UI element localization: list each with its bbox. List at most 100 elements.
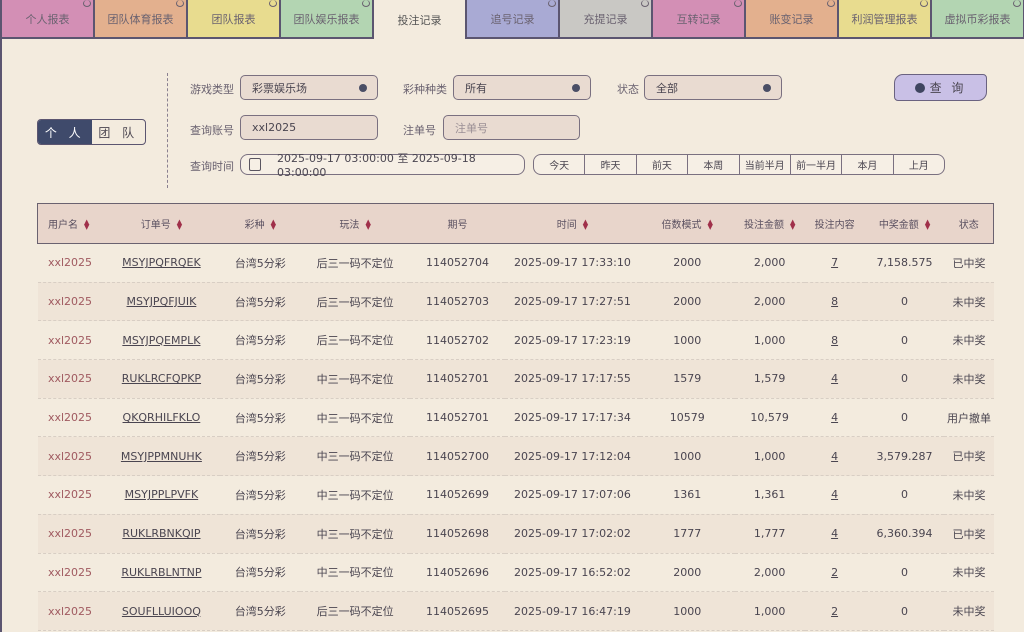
bet-content-link[interactable]: 2 bbox=[831, 604, 839, 618]
table-row: xxl2025 RUKLRCFQPKP 台湾5分彩 中三一码不定位 114052701 2… bbox=[37, 359, 994, 399]
tab-1[interactable]: 团队体育报表 bbox=[95, 0, 188, 37]
order-link[interactable]: RUKLRBNKQIP bbox=[122, 527, 201, 541]
order-link[interactable]: MSYJPQFRQEK bbox=[122, 256, 201, 270]
column-header-label: 玩法 bbox=[339, 220, 360, 231]
cell-play: 中三一码不定位 bbox=[316, 488, 394, 502]
quick-range-button[interactable]: 昨天 bbox=[585, 155, 637, 174]
cell-win-amount: 0 bbox=[901, 488, 908, 502]
bet-content-link[interactable]: 4 bbox=[831, 449, 839, 463]
lottery-select[interactable]: 所有 bbox=[453, 75, 591, 100]
order-link[interactable]: MSYJPQEMPLK bbox=[122, 333, 201, 347]
cell-username: xxl2025 bbox=[47, 411, 93, 425]
bet-content-link[interactable]: 8 bbox=[831, 333, 839, 347]
tab-2[interactable]: 团队报表 bbox=[188, 0, 281, 37]
quick-range-button[interactable]: 前天 bbox=[637, 155, 689, 174]
game-type-value: 彩票娱乐场 bbox=[252, 81, 307, 95]
tab-4[interactable]: 投注记录 bbox=[374, 0, 467, 39]
tab-5[interactable]: 追号记录 bbox=[467, 0, 560, 37]
table-row: xxl2025 MSYJPPLPVFK 台湾5分彩 中三一码不定位 114052699 2… bbox=[37, 476, 994, 515]
order-link[interactable]: MSYJPPMNUHK bbox=[120, 449, 202, 463]
game-type-select[interactable]: 彩票娱乐场 bbox=[240, 75, 378, 100]
cell-bet-amount: 1,579 bbox=[753, 372, 786, 386]
tab-7[interactable]: 互转记录 bbox=[653, 0, 746, 37]
order-link[interactable]: SOUFLLUIOOQ bbox=[121, 604, 201, 618]
sort-icon[interactable]: ▲ ▼ bbox=[924, 218, 931, 231]
cell-bet-content: 8 bbox=[805, 282, 865, 321]
bet-content-link[interactable]: 2 bbox=[831, 565, 839, 579]
scope-personal-button[interactable]: 个 人 bbox=[38, 120, 92, 144]
sort-icon[interactable]: ▲ ▼ bbox=[176, 218, 183, 231]
quick-range-button[interactable]: 本周 bbox=[688, 155, 740, 174]
search-button[interactable]: 查 询 bbox=[894, 74, 987, 101]
order-link[interactable]: QKQRHILFKLO bbox=[122, 411, 201, 425]
cell-multiplier: 1579 bbox=[673, 372, 702, 386]
tab-9[interactable]: 利润管理报表 bbox=[839, 0, 932, 37]
sort-icon[interactable]: ▲ ▼ bbox=[270, 218, 276, 231]
table-row: xxl2025 MSYJPPMNUHK 台湾5分彩 中三一码不定位 114052700 2… bbox=[37, 436, 994, 476]
bet-content-link[interactable]: 7 bbox=[831, 256, 839, 270]
column-header[interactable]: 中奖金额 ▲ ▼ bbox=[864, 203, 945, 244]
column-header-label: 彩种 bbox=[244, 220, 265, 231]
bet-content-link[interactable]: 8 bbox=[831, 295, 839, 309]
sort-icon[interactable]: ▲ ▼ bbox=[789, 218, 796, 231]
order-link[interactable]: MSYJPPLPVFK bbox=[124, 488, 199, 502]
cell-issue: 114052698 bbox=[426, 527, 490, 541]
column-header: 状态 bbox=[944, 203, 995, 244]
tab-6[interactable]: 充提记录 bbox=[560, 0, 653, 37]
divider bbox=[167, 73, 168, 188]
cell-multiplier: 10579 bbox=[669, 411, 705, 425]
scope-team-button[interactable]: 团 队 bbox=[98, 125, 139, 140]
cell-order-no: SOUFLLUIOOQ bbox=[102, 592, 220, 631]
cell-win-amount: 0 bbox=[901, 333, 908, 347]
cell-lottery: 台湾5分彩 bbox=[234, 334, 286, 348]
tab-0[interactable]: 个人报表 bbox=[2, 0, 95, 37]
bet-content-link[interactable]: 4 bbox=[831, 372, 839, 386]
time-label: 查询时间 bbox=[190, 160, 234, 173]
cell-play: 后三一码不定位 bbox=[316, 334, 394, 348]
cell-username: xxl2025 bbox=[47, 256, 93, 270]
bet-content-link[interactable]: 4 bbox=[831, 527, 839, 541]
cell-multiplier: 1777 bbox=[673, 527, 702, 541]
tab-10[interactable]: 虚拟币彩报表 bbox=[932, 0, 1024, 37]
column-header[interactable]: 彩种 ▲ ▼ bbox=[220, 203, 301, 244]
date-range-input[interactable]: 2025-09-17 03:00:00 至 2025-09-18 03:00:0… bbox=[240, 152, 525, 179]
column-header[interactable]: 订单号 ▲ ▼ bbox=[102, 203, 221, 244]
quick-range-button[interactable]: 今天 bbox=[534, 155, 586, 174]
column-header[interactable]: 投注金额 ▲ ▼ bbox=[734, 203, 805, 244]
quick-range-button[interactable]: 当前半月 bbox=[740, 155, 791, 174]
sort-icon[interactable]: ▲ ▼ bbox=[365, 218, 371, 231]
cell-bet-amount: 1,361 bbox=[753, 488, 786, 502]
column-header[interactable]: 倍数模式 ▲ ▼ bbox=[639, 203, 735, 244]
sort-icon[interactable]: ▲ ▼ bbox=[582, 218, 589, 231]
quick-range-button[interactable]: 本月 bbox=[842, 155, 894, 174]
status-select[interactable]: 全部 bbox=[644, 75, 782, 100]
order-link[interactable]: MSYJPQFJUIK bbox=[126, 295, 197, 309]
account-input[interactable]: xxl2025 bbox=[240, 115, 378, 140]
sort-icon[interactable]: ▲ ▼ bbox=[707, 218, 713, 231]
bet-content-link[interactable]: 4 bbox=[831, 488, 839, 502]
order-input[interactable]: 注单号 bbox=[443, 115, 580, 140]
cell-win-amount: 7,158.575 bbox=[876, 256, 933, 270]
scope-toggle: 个 人 团 队 bbox=[37, 119, 146, 145]
cell-win-amount: 0 bbox=[901, 295, 908, 309]
quick-range-button[interactable]: 上月 bbox=[908, 161, 929, 172]
table-row: xxl2025 MSYJPQFJUIK 台湾5分彩 后三一码不定位 114052703 2… bbox=[37, 282, 994, 321]
cell-order-no: QKQRHILFKLO bbox=[102, 398, 220, 437]
order-link[interactable]: RUKLRBLNTNP bbox=[121, 565, 202, 579]
bet-content-link[interactable]: 4 bbox=[831, 411, 839, 425]
tab-8[interactable]: 账变记录 bbox=[746, 0, 839, 37]
sort-icon[interactable]: ▲ ▼ bbox=[84, 218, 90, 231]
column-header[interactable]: 玩法 ▲ ▼ bbox=[300, 203, 411, 244]
order-link[interactable]: RUKLRCFQPKP bbox=[121, 372, 202, 386]
cell-multiplier: 1000 bbox=[673, 604, 702, 618]
column-header[interactable]: 时间 ▲ ▼ bbox=[504, 203, 640, 244]
cell-lottery: 台湾5分彩 bbox=[234, 566, 286, 580]
quick-range-button[interactable]: 前一半月 bbox=[791, 155, 843, 174]
tab-3[interactable]: 团队娱乐报表 bbox=[281, 0, 374, 37]
column-header[interactable]: 用户名 ▲ ▼ bbox=[37, 203, 103, 244]
cell-time: 2025-09-17 17:02:02 bbox=[513, 527, 631, 541]
cell-play: 后三一码不定位 bbox=[316, 295, 394, 309]
cell-order-no: RUKLRBNKQIP bbox=[102, 514, 220, 553]
cell-status: 已中奖 bbox=[952, 256, 986, 270]
cell-bet-amount: 1,777 bbox=[753, 527, 786, 541]
